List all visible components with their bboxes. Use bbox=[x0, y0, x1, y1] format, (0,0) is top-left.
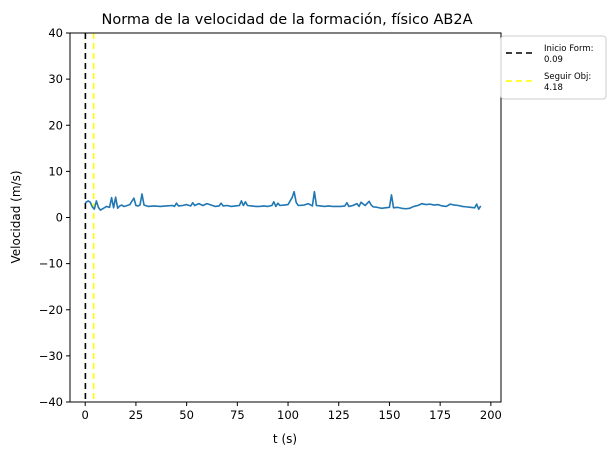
y-tick-label: 10 bbox=[48, 164, 63, 178]
y-tick-label: −30 bbox=[39, 349, 63, 363]
x-axis-label: t (s) bbox=[273, 432, 297, 446]
x-tick-label: 25 bbox=[129, 408, 144, 422]
x-tick-label: 50 bbox=[179, 408, 194, 422]
series-line-velocidad bbox=[84, 190, 482, 211]
y-tick-label: −40 bbox=[39, 395, 63, 409]
axes-frame bbox=[69, 32, 502, 403]
y-tick-label: 0 bbox=[56, 211, 63, 225]
x-tick-label: 175 bbox=[429, 408, 451, 422]
x-tick-label: 150 bbox=[378, 408, 400, 422]
legend-box bbox=[500, 35, 607, 100]
y-tick-label: 20 bbox=[48, 118, 63, 132]
x-tick-label: 75 bbox=[230, 408, 245, 422]
plot-lines bbox=[84, 33, 482, 402]
y-tick-label: 40 bbox=[48, 26, 63, 40]
legend: Inicio Form: 0.09 Seguir Obj: 4.18 bbox=[500, 35, 607, 100]
legend-value-inicio: 0.09 bbox=[544, 55, 563, 65]
x-tick-label: 125 bbox=[328, 408, 350, 422]
x-tick-label: 200 bbox=[480, 408, 502, 422]
y-tick-label: −10 bbox=[39, 257, 63, 271]
axis-ticks: 0 25 50 75 100 125 150 175 200 −40 −30 −20 −10 0 10 20 3… bbox=[39, 26, 502, 422]
y-axis-label: Velocidad (m/s) bbox=[9, 170, 23, 263]
legend-value-seguir: 4.18 bbox=[544, 83, 563, 93]
y-tick-label: −20 bbox=[39, 303, 63, 317]
x-tick-label: 0 bbox=[82, 408, 89, 422]
legend-label-inicio: Inicio Form: bbox=[544, 44, 593, 54]
x-tick-label: 100 bbox=[277, 408, 299, 422]
y-tick-label: 30 bbox=[48, 72, 63, 86]
chart-title: Norma de la velocidad de la formación, f… bbox=[101, 12, 472, 28]
legend-label-seguir: Seguir Obj: bbox=[544, 72, 591, 82]
